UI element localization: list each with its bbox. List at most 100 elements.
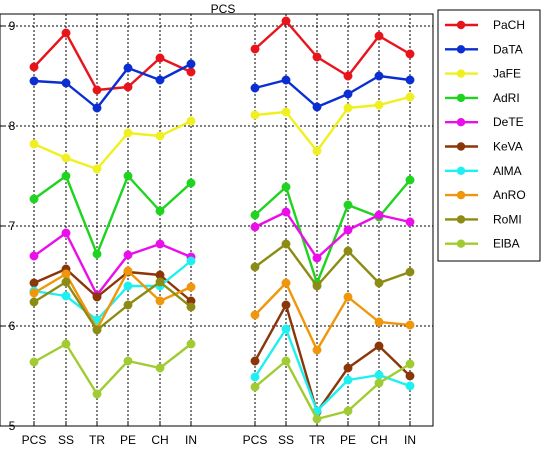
series-line-anro	[33, 269, 192, 331]
legend-marker-alma	[456, 166, 466, 175]
legend-label-anro: AnRO	[493, 188, 526, 202]
data-point-dete	[123, 250, 133, 260]
series-line-jafe	[33, 119, 192, 171]
data-point-pach	[405, 49, 415, 59]
y-tick-label: 7	[9, 219, 16, 233]
legend-label-alma: AlMA	[493, 164, 522, 178]
series-line-elba	[254, 359, 411, 421]
series-line-data	[254, 74, 411, 109]
data-point-data	[92, 103, 102, 113]
data-point-jafe	[281, 107, 291, 117]
legend-marker-data	[456, 45, 466, 54]
data-point-romi	[61, 277, 71, 287]
data-point-romi	[281, 239, 291, 249]
legend-marker-jafe	[456, 69, 466, 78]
data-point-pach	[186, 67, 196, 77]
data-point-data	[29, 76, 39, 86]
data-point-jafe	[92, 164, 102, 174]
legend-label-pach: PaCH	[493, 18, 525, 32]
data-point-elba	[405, 359, 415, 369]
data-point-elba	[250, 382, 260, 392]
data-point-dete	[29, 251, 39, 261]
data-point-romi	[29, 297, 39, 307]
legend-label-romi: RoMI	[493, 212, 522, 226]
data-point-romi	[123, 300, 133, 310]
data-point-alma	[405, 381, 415, 391]
data-point-adri	[155, 206, 165, 216]
x-tick-label: CH	[370, 433, 387, 447]
legend-label-data: DaTA	[493, 42, 523, 56]
x-tick-label: IN	[185, 433, 197, 447]
legend-box	[437, 9, 541, 262]
x-tick-label: PCS	[22, 433, 47, 447]
data-point-keva	[250, 356, 260, 366]
x-tick-label: PE	[120, 433, 136, 447]
data-point-elba	[186, 339, 196, 349]
y-tick-label: 6	[9, 319, 16, 333]
data-point-jafe	[123, 128, 133, 138]
x-tick-label: SS	[278, 433, 294, 447]
data-point-anro	[250, 310, 260, 320]
data-point-anro	[186, 282, 196, 292]
axis-layer: 5 6 7 8 9 PCS SS TR PE CH IN PCS SS TR PE CH IN	[0, 19, 416, 447]
data-point-romi	[374, 278, 384, 288]
legend-label-adri: AdRI	[493, 91, 520, 105]
data-point-alma	[343, 375, 353, 385]
data-point-dete	[312, 253, 322, 263]
legend-marker-keva	[456, 142, 466, 151]
data-point-data	[250, 83, 260, 93]
y-tick-label: 9	[9, 19, 16, 33]
legend-marker-adri	[456, 93, 466, 103]
x-tick-label: PCS	[243, 433, 268, 447]
data-point-elba	[312, 414, 322, 424]
data-point-data	[312, 102, 322, 112]
legend-marker-elba	[456, 239, 466, 248]
data-point-dete	[61, 228, 71, 238]
series-layer	[29, 16, 415, 424]
data-point-dete	[405, 217, 415, 227]
data-point-anro	[29, 288, 39, 298]
legend: PaCH DaTA JaFE AdRI DeTE KeVA AlMA AnRO RoMI ElBA	[437, 9, 541, 262]
data-point-anro	[374, 317, 384, 327]
legend-marker-dete	[456, 118, 466, 127]
data-point-keva	[374, 341, 384, 351]
data-point-adri	[405, 175, 415, 185]
data-point-keva	[343, 363, 353, 373]
data-point-dete	[250, 222, 260, 232]
data-point-romi	[343, 246, 353, 256]
data-point-alma	[186, 256, 196, 266]
x-tick-label: TR	[89, 433, 105, 447]
data-point-pach	[250, 44, 260, 54]
data-point-anro	[343, 292, 353, 302]
legend-marker-romi	[456, 215, 466, 224]
legend-label-dete: DeTE	[493, 115, 524, 129]
data-point-alma	[374, 370, 384, 380]
data-point-romi	[92, 325, 102, 335]
data-point-alma	[281, 324, 291, 334]
data-point-pach	[155, 53, 165, 63]
data-point-adri	[186, 178, 196, 188]
data-point-elba	[155, 363, 165, 373]
data-point-dete	[155, 239, 165, 249]
chart-title: PCS	[211, 2, 236, 16]
data-point-elba	[374, 378, 384, 388]
data-point-romi	[405, 267, 415, 277]
data-point-adri	[343, 200, 353, 210]
data-point-elba	[281, 356, 291, 366]
plot-frame	[0, 13, 434, 427]
data-point-adri	[92, 249, 102, 259]
data-point-anro	[61, 269, 71, 279]
data-point-dete	[281, 207, 291, 217]
series-line-dete	[33, 231, 192, 297]
data-point-elba	[92, 389, 102, 399]
data-point-data	[281, 75, 291, 85]
data-point-data	[374, 71, 384, 81]
series-line-pach	[254, 19, 411, 78]
data-point-data	[123, 63, 133, 73]
data-point-pach	[312, 52, 322, 62]
data-point-data	[186, 59, 196, 69]
data-point-jafe	[155, 131, 165, 141]
data-point-data	[61, 78, 71, 88]
x-tick-label: IN	[404, 433, 416, 447]
